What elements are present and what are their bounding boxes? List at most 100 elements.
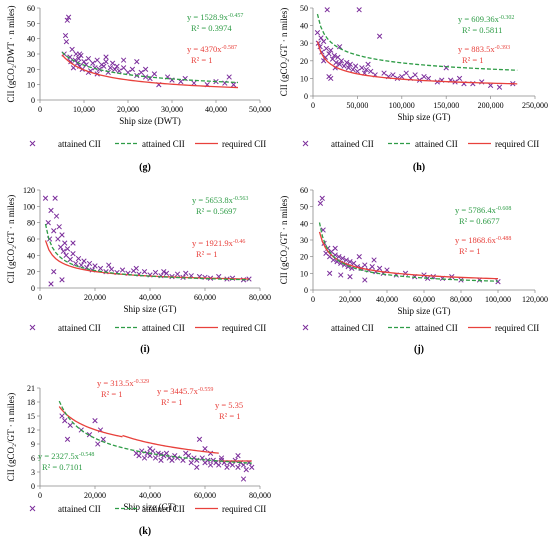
fit-equation-exponent: -0.302 bbox=[499, 15, 515, 21]
data-point-stroke bbox=[191, 455, 197, 461]
data-point bbox=[96, 66, 103, 72]
data-point bbox=[249, 464, 255, 470]
y-tick-label: 40 bbox=[27, 35, 35, 44]
data-point-stroke bbox=[134, 59, 140, 65]
x-tick-label: 250,000 bbox=[522, 101, 548, 110]
fit-equation-base: y = 4370x bbox=[187, 44, 222, 54]
fit-equation-exponent: -0.329 bbox=[134, 379, 150, 385]
data-point bbox=[129, 66, 136, 72]
data-point bbox=[161, 269, 167, 275]
data-point bbox=[48, 281, 54, 287]
data-point-stroke bbox=[94, 57, 100, 63]
data-point-stroke bbox=[62, 240, 68, 246]
data-point bbox=[359, 65, 365, 71]
data-point bbox=[456, 75, 463, 82]
data-point-stroke bbox=[95, 441, 101, 447]
data-point-stroke bbox=[112, 66, 118, 72]
data-point bbox=[106, 262, 112, 268]
data-point-stroke bbox=[381, 70, 387, 76]
data-point-stroke bbox=[352, 63, 359, 69]
y-tick-label: 10 bbox=[300, 269, 308, 278]
attained-cii-fit-curve bbox=[318, 222, 499, 282]
attained-cii-fit-curve bbox=[316, 13, 518, 71]
data-point-stroke bbox=[218, 457, 225, 463]
data-point bbox=[120, 57, 127, 63]
data-point-stroke bbox=[188, 460, 194, 466]
data-point bbox=[141, 269, 148, 275]
data-point-stroke bbox=[101, 63, 107, 69]
data-point-stroke bbox=[347, 61, 353, 67]
legend-label: required CII bbox=[222, 504, 266, 514]
y-axis-label: CII (gCO₂/GT · n miles) bbox=[6, 195, 16, 283]
data-point bbox=[421, 73, 427, 80]
panel-label: (j) bbox=[414, 344, 424, 355]
legend-label: required CII bbox=[222, 139, 266, 149]
data-point bbox=[134, 59, 140, 65]
fit-equation-exponent: -0.46 bbox=[233, 239, 246, 245]
x-tick-label: 40,000 bbox=[139, 491, 161, 500]
data-point-stroke bbox=[90, 60, 96, 66]
fit-r-squared: R² = 1 bbox=[101, 389, 123, 399]
data-point-stroke bbox=[332, 65, 338, 71]
data-point-stroke bbox=[147, 446, 153, 452]
data-point bbox=[188, 460, 194, 466]
data-point-stroke bbox=[363, 66, 369, 73]
data-point-stroke bbox=[487, 82, 494, 89]
data-point bbox=[229, 462, 236, 468]
data-point-stroke bbox=[76, 51, 83, 57]
data-point-stroke bbox=[351, 260, 357, 266]
x-tick-label: 80,000 bbox=[450, 295, 472, 304]
data-point bbox=[174, 455, 181, 461]
data-point-stroke bbox=[207, 462, 214, 468]
data-point-stroke bbox=[60, 248, 67, 254]
data-point bbox=[350, 66, 356, 73]
data-point-stroke bbox=[339, 255, 346, 261]
data-point bbox=[369, 264, 375, 270]
data-point-stroke bbox=[328, 47, 334, 53]
data-point-stroke bbox=[92, 263, 98, 269]
x-tick-label: 40,000 bbox=[139, 293, 161, 302]
data-point-stroke bbox=[107, 65, 114, 71]
fit-equation: y = 1868.6x-0.488 bbox=[455, 235, 511, 245]
required-cii-curve bbox=[318, 231, 499, 280]
data-point bbox=[326, 51, 332, 57]
data-point-stroke bbox=[356, 254, 362, 260]
data-point-stroke bbox=[45, 220, 51, 226]
data-point-stroke bbox=[151, 71, 158, 77]
data-point bbox=[108, 266, 115, 272]
fit-equation-base: y = 2327.5x bbox=[38, 451, 80, 461]
x-tick-label: 0 bbox=[311, 101, 315, 110]
data-point-stroke bbox=[67, 422, 73, 428]
fit-equation: y = 5653.8x-0.563 bbox=[192, 195, 248, 205]
data-point bbox=[191, 80, 197, 86]
data-point bbox=[97, 265, 104, 272]
data-point bbox=[207, 462, 214, 468]
fit-equation: y = 3445.7x-0.559 bbox=[157, 386, 213, 396]
data-point bbox=[114, 63, 120, 69]
data-point-stroke bbox=[72, 57, 78, 63]
data-point-stroke bbox=[235, 464, 241, 470]
data-point bbox=[51, 228, 57, 234]
data-point-stroke bbox=[67, 256, 73, 263]
data-point bbox=[235, 464, 241, 470]
data-point-stroke bbox=[207, 450, 214, 456]
data-point-stroke bbox=[362, 277, 368, 283]
fit-r-squared: R² = 0.5697 bbox=[196, 206, 237, 216]
data-point-stroke bbox=[161, 269, 167, 275]
data-point bbox=[343, 257, 349, 263]
fit-equation-base: y = 1868.6x bbox=[455, 235, 497, 245]
data-point-stroke bbox=[163, 270, 170, 276]
data-point bbox=[45, 220, 51, 226]
panel-label: (k) bbox=[139, 526, 151, 537]
data-point bbox=[344, 59, 350, 66]
data-point bbox=[362, 277, 368, 283]
data-point bbox=[347, 259, 353, 265]
data-point-stroke bbox=[136, 453, 142, 459]
data-point bbox=[314, 29, 321, 36]
data-point-stroke bbox=[229, 462, 236, 468]
y-tick-label: 9 bbox=[31, 440, 35, 449]
data-point-stroke bbox=[62, 32, 69, 39]
data-point-stroke bbox=[120, 65, 127, 71]
data-point-stroke bbox=[64, 17, 70, 23]
x-tick-label: 120,000 bbox=[522, 295, 548, 304]
